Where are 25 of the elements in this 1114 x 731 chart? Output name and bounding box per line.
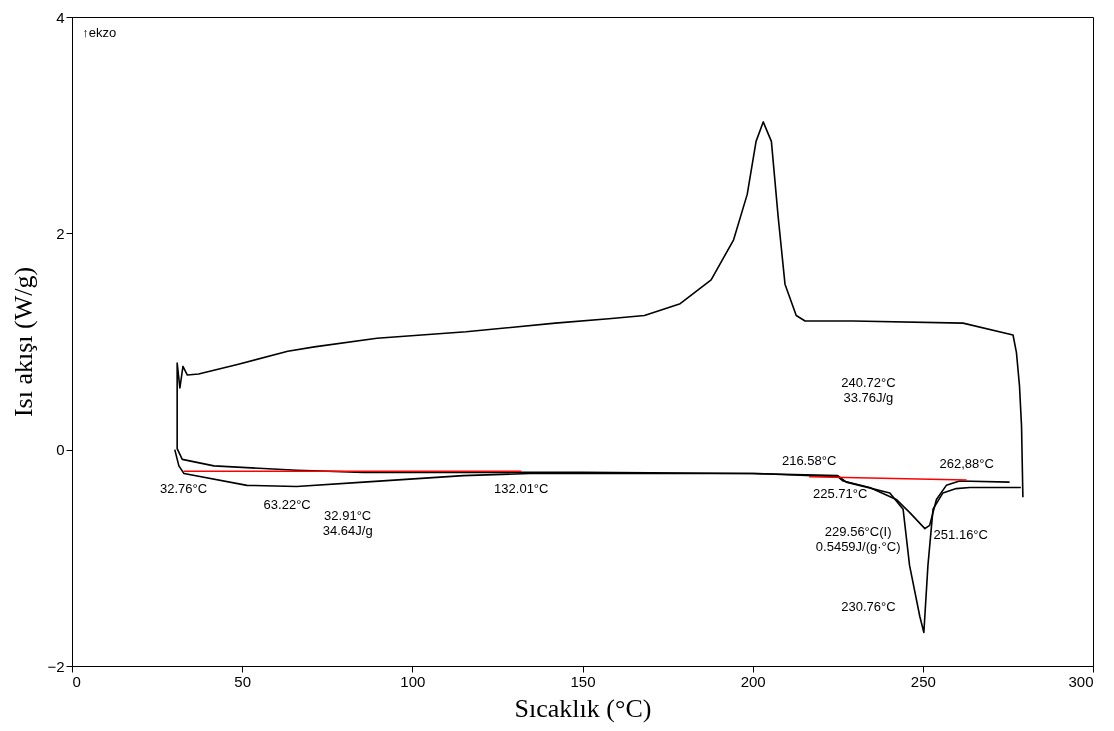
y-tick-label: 2 bbox=[56, 224, 65, 242]
annotation: 63.22°C bbox=[263, 497, 311, 513]
annotation: 251.16°C bbox=[933, 526, 988, 542]
annotation: 240.72°C 33.76J/g bbox=[841, 375, 896, 406]
y-axis-title: Isı akışı (W/g) bbox=[9, 266, 39, 418]
x-tick-label: 100 bbox=[400, 672, 426, 690]
annotation: 32.76°C bbox=[159, 481, 208, 497]
y-tick-label: 4 bbox=[56, 8, 65, 26]
annotation: 262,88°C bbox=[939, 455, 994, 471]
annotation: 132.01°C bbox=[494, 481, 549, 497]
x-tick-label: 300 bbox=[1068, 672, 1094, 690]
x-tick-label: 50 bbox=[234, 672, 252, 690]
annotation: 225.71°C bbox=[812, 485, 868, 501]
annotation: 32.91°C 34.64J/g bbox=[322, 508, 373, 539]
annotation: 230.76°C bbox=[841, 599, 896, 615]
x-axis-title: Sıcaklık (°C) bbox=[514, 693, 652, 723]
annotation: ↑ekzo bbox=[82, 24, 117, 40]
annotation: 229.56°C(I) 0.5459J/(g·°C) bbox=[815, 524, 901, 555]
y-tick-label: 0 bbox=[56, 441, 65, 459]
x-tick-label: 200 bbox=[740, 672, 766, 690]
x-tick-label: 150 bbox=[570, 672, 596, 690]
x-tick-label: 0 bbox=[72, 672, 81, 690]
annotation: 216.58°C bbox=[781, 452, 837, 468]
y-tick-label: −2 bbox=[47, 657, 65, 675]
x-tick-label: 250 bbox=[910, 672, 936, 690]
